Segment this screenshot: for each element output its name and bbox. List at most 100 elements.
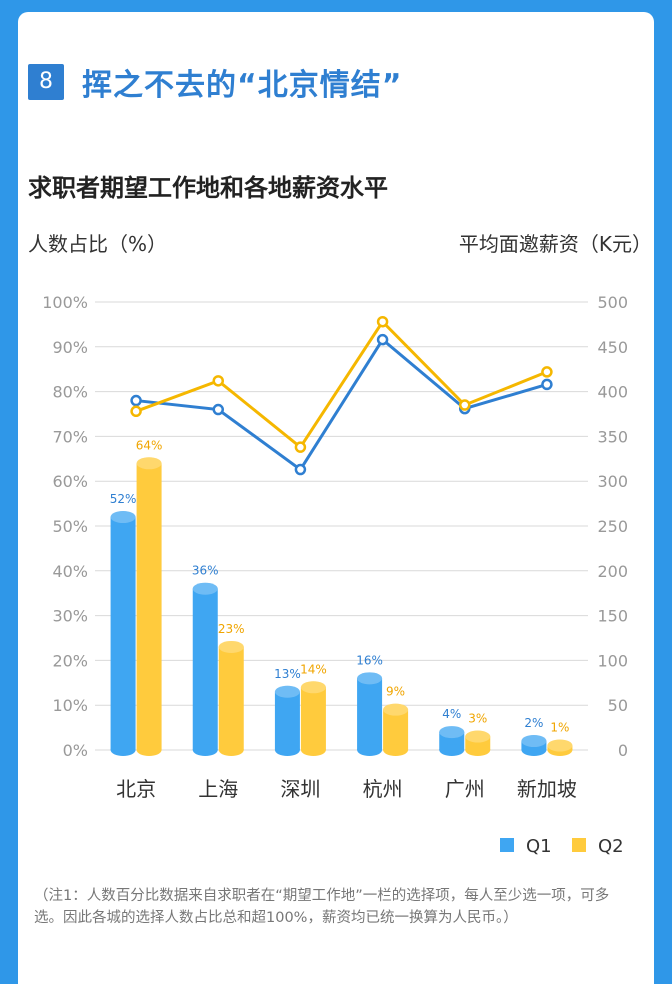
bar-base <box>274 744 300 756</box>
salary-point-q2 <box>376 315 389 328</box>
bar-top <box>521 735 547 748</box>
bar-top <box>192 582 218 595</box>
right-tick-label: 500 <box>597 293 628 312</box>
bar-base <box>110 744 136 756</box>
section-title: 挥之不去的“北京情结” <box>82 68 403 103</box>
data-label-q2: 9% <box>386 685 405 699</box>
category-label: 新加坡 <box>517 777 577 801</box>
bar-q2 <box>218 646 244 750</box>
salary-point-q1 <box>294 463 307 476</box>
bar-top <box>274 685 300 698</box>
bar-base <box>383 744 409 756</box>
bar-top <box>110 511 136 524</box>
legend-swatch-q1 <box>500 838 514 852</box>
data-label-q1: 16% <box>356 653 383 667</box>
bar-q1 <box>357 678 383 750</box>
category-label: 上海 <box>198 777 238 801</box>
category-label: 深圳 <box>280 777 320 801</box>
data-label-q1: 36% <box>192 564 219 578</box>
bar-q1 <box>274 691 300 750</box>
left-tick-label: 70% <box>52 427 88 446</box>
bar-base <box>439 744 465 756</box>
data-label-q1: 13% <box>274 667 301 681</box>
right-tick-label: 250 <box>597 517 628 536</box>
right-tick-label: 200 <box>597 562 628 581</box>
legend-label-q1: Q1 <box>526 836 552 857</box>
legend-label-q2: Q2 <box>598 836 624 857</box>
bar-top-highlight <box>521 735 547 748</box>
left-tick-label: 30% <box>52 607 88 626</box>
bar-q1 <box>192 588 218 750</box>
right-tick-label: 400 <box>597 383 628 402</box>
right-tick-label: 100 <box>597 651 628 670</box>
left-tick-label: 80% <box>52 383 88 402</box>
section-number: 8 <box>28 64 64 100</box>
salary-point-q2 <box>212 375 224 387</box>
right-tick-label: 150 <box>597 607 628 626</box>
footnote: （注1：人数百分比数据来自求职者在“期望工作地”一栏的选择项，每人至少选一项，可… <box>34 888 610 926</box>
right-tick-label: 50 <box>608 696 628 715</box>
bar-top-highlight <box>465 730 491 743</box>
salary-point-q1 <box>130 394 142 407</box>
bar-base <box>136 744 162 756</box>
chart-title: 求职者期望工作地和各地薪资水平 <box>28 174 388 202</box>
bar-top-highlight <box>547 739 573 752</box>
bar-q2 <box>383 709 409 750</box>
left-tick-label: 0% <box>63 741 88 760</box>
bar-top-highlight <box>192 582 218 595</box>
right-tick-label: 450 <box>597 338 628 357</box>
salary-point-q1 <box>212 403 224 416</box>
bar-base <box>218 744 244 756</box>
data-label-q2: 3% <box>468 712 487 726</box>
bar-q2 <box>300 687 326 750</box>
data-label-q1: 52% <box>110 492 137 506</box>
bar-q1 <box>110 517 136 750</box>
left-tick-label: 90% <box>52 338 88 357</box>
left-tick-label: 10% <box>52 696 88 715</box>
salary-line-q2 <box>135 319 548 450</box>
data-label-q2: 64% <box>136 438 163 452</box>
left-tick-label: 20% <box>52 651 88 670</box>
left-tick-label: 40% <box>52 562 88 581</box>
bar-top-highlight <box>300 681 326 694</box>
legend-swatch-q2 <box>572 838 586 852</box>
bar-base <box>192 744 218 756</box>
data-label-q2: 23% <box>218 622 245 636</box>
bar-top <box>439 726 465 739</box>
right-tick-label: 300 <box>597 472 628 491</box>
salary-point-q1 <box>541 378 553 391</box>
category-label: 杭州 <box>363 777 403 801</box>
bar-top-highlight <box>357 672 383 685</box>
bar-top <box>136 457 162 470</box>
left-tick-label: 100% <box>42 293 88 312</box>
bar-top-highlight <box>218 640 244 653</box>
left-axis-label: 人数占比（%） <box>28 232 168 256</box>
section-header: 8 挥之不去的“北京情结” <box>28 60 402 104</box>
salary-point-q2 <box>459 399 471 411</box>
data-label-q2: 14% <box>300 662 327 676</box>
bar-top <box>300 681 326 694</box>
bar-top-highlight <box>136 457 162 470</box>
bar-top <box>383 703 409 716</box>
card <box>18 12 654 984</box>
bar-top-highlight <box>110 511 136 524</box>
category-label: 北京 <box>116 777 156 801</box>
bar-base <box>300 744 326 756</box>
bar-top-highlight <box>274 685 300 698</box>
right-axis-label: 平均面邀薪资（K元） <box>458 232 652 256</box>
bar-base <box>357 744 383 756</box>
data-label-q1: 2% <box>524 716 543 730</box>
salary-point-q2 <box>294 441 307 453</box>
bar-q2 <box>136 463 162 750</box>
data-label-q2: 1% <box>550 721 569 735</box>
salary-line-q1 <box>135 337 548 472</box>
bar-base <box>521 744 547 756</box>
salary-point-q2 <box>130 405 142 418</box>
category-label: 广州 <box>445 777 485 801</box>
bar-top-highlight <box>383 703 409 716</box>
bar-top <box>218 640 244 653</box>
right-tick-label: 350 <box>597 427 628 446</box>
left-tick-label: 50% <box>52 517 88 536</box>
salary-point-q1 <box>376 333 389 346</box>
